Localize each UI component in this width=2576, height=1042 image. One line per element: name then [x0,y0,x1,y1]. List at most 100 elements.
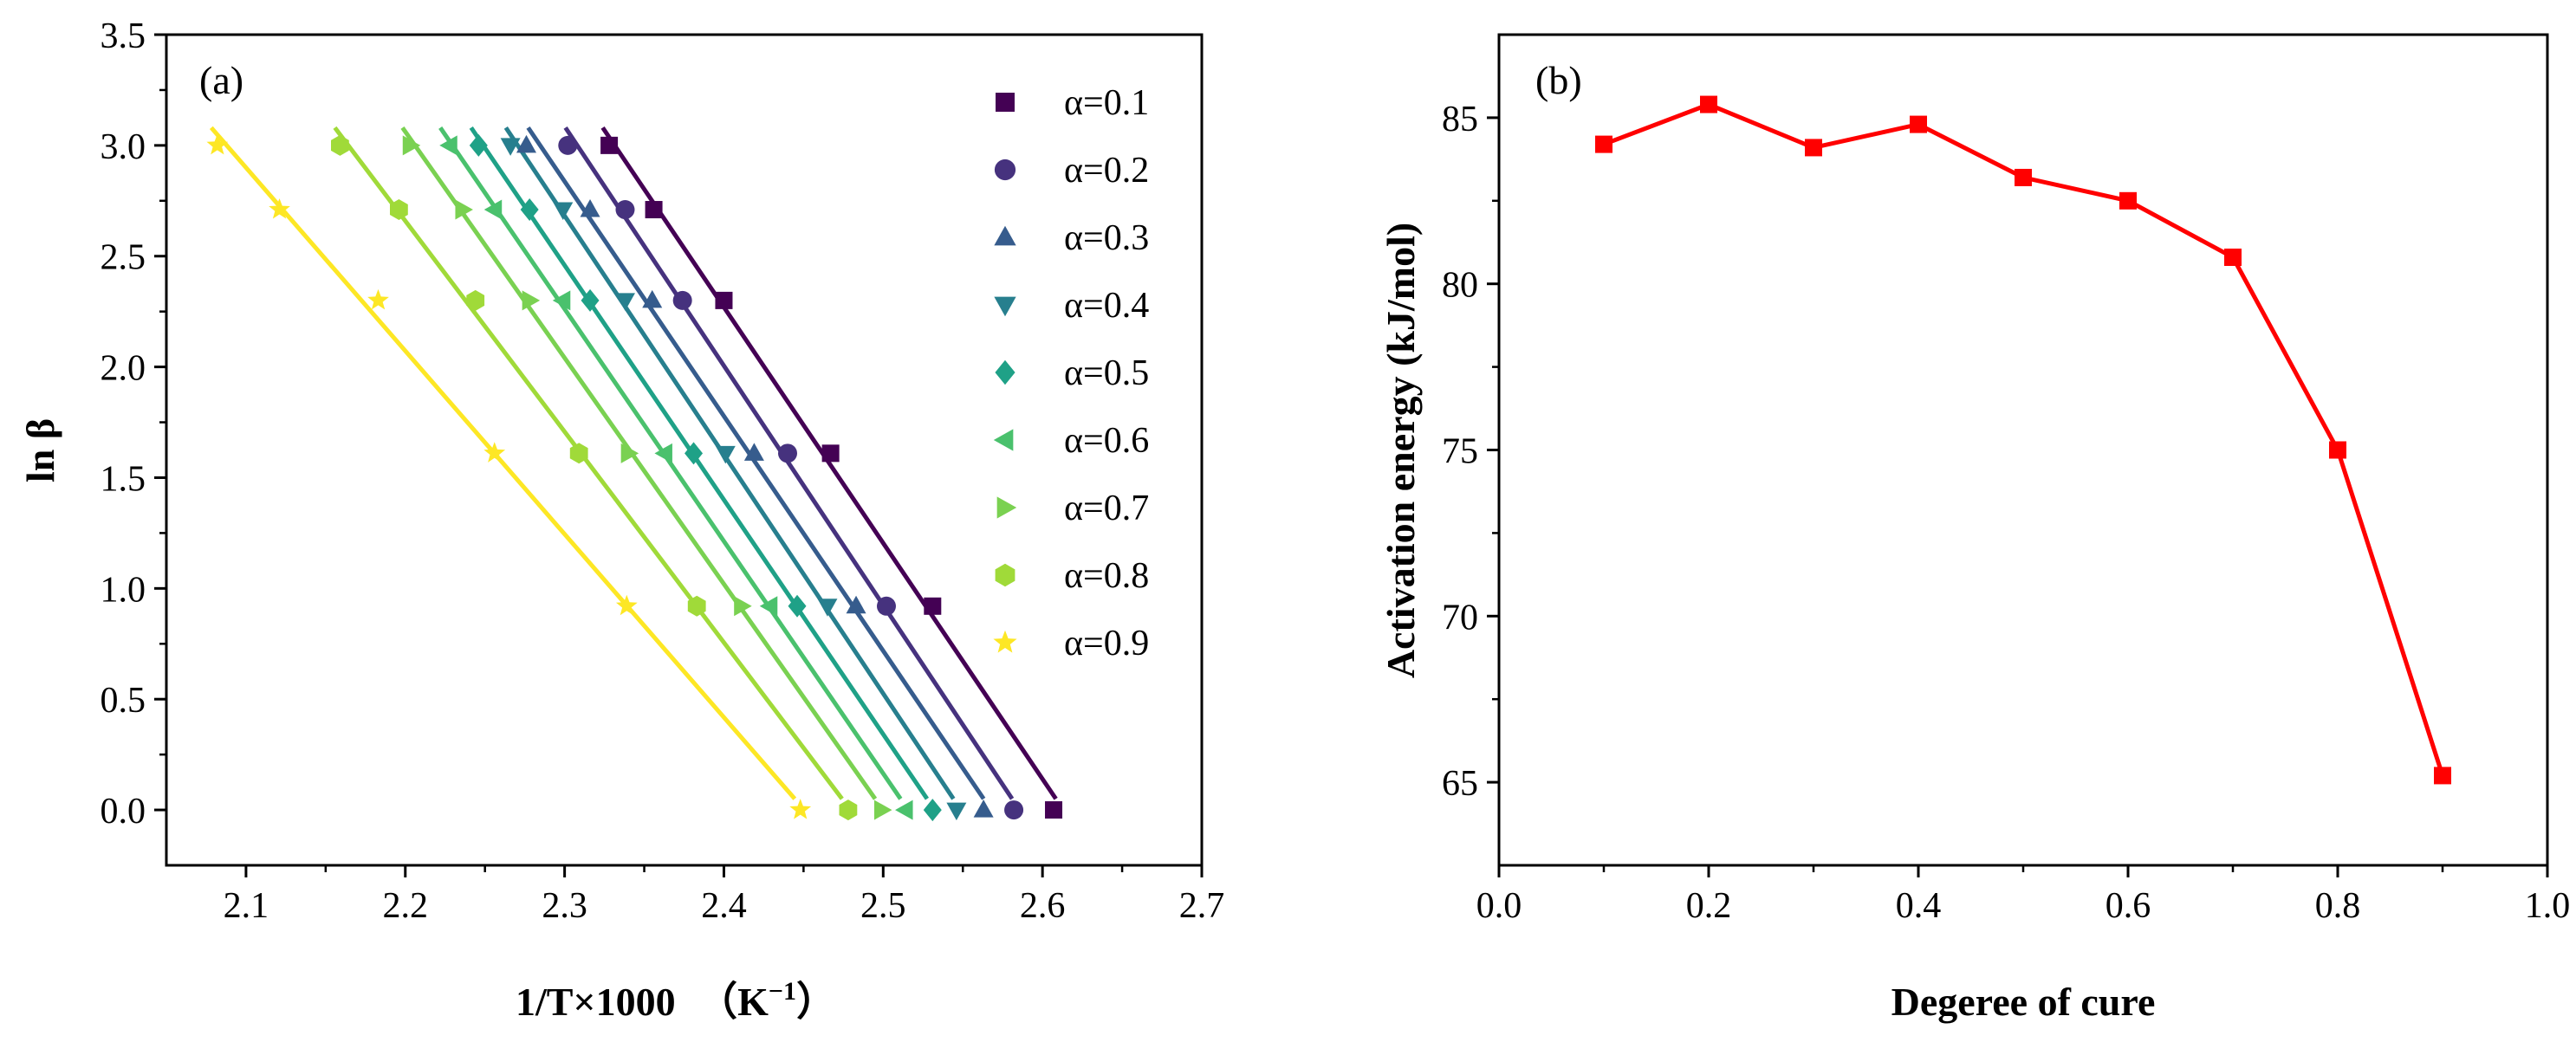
marker-0-8-1 [390,199,408,220]
fit-line-0-2 [563,126,1015,800]
panel-a-ticks: 2.1 2.2 2.3 2.4 2.5 2.6 2.7 0.0 0.5 1.0 1.5 2.0 2.5 3… [101,16,1225,926]
fit-line-0-9 [209,126,797,800]
panel-b-x-tick-label-0-4: 0.4 [1896,886,1942,926]
panel-a-x-tick-label-2-1: 2.1 [224,886,269,926]
marker-0-1-1 [645,201,663,219]
marker-0-4-1 [553,202,574,221]
marker-0-4-2 [614,293,635,311]
panel-a-x-tick-label-2-2: 2.2 [383,886,429,926]
fit-line-0-8 [333,126,844,800]
panel-b-y-tick-label-80: 80 [1442,266,1478,306]
fit-line-0-6 [438,126,903,800]
panel-a-x-tick-label-2-6: 2.6 [1020,886,1066,926]
panel-a-x-tick-label-2-3: 2.3 [542,886,587,926]
panel-b-ticks: 0.0 0.2 0.4 0.6 0.8 1.0 65 70 75 80 85 [1442,100,2570,926]
panel-a-x-axis-unit-exponent: −1 [769,977,796,1006]
fit-line-0-5 [469,126,930,800]
legend-label-0-3: α=0.3 [1064,218,1149,258]
marker-0-3-4 [846,595,866,614]
marker-0-3-2 [642,289,663,308]
panel-a-y-tick-label-1-5: 1.5 [101,459,146,499]
marker-0-4-3 [715,445,736,464]
marker-0-5-2 [581,288,600,312]
legend-marker-0-2 [994,159,1016,181]
panel-b-y-tick-label-70: 70 [1442,598,1478,637]
panel-b-series-line [1603,101,2445,777]
panel-b-point-6 [2224,249,2242,267]
panel-b-y-axis-title: Activation energy (kJ/mol) [1379,223,1423,678]
marker-0-6-2 [552,290,571,311]
panel-b-point-0 [1595,135,1612,153]
legend-marker-0-6 [993,429,1014,451]
panel-a-y-tick-label-2-5: 2.5 [101,238,146,278]
legend-marker-0-1 [996,93,1015,112]
panel-a-frame [165,33,1204,867]
panel-b-point-2 [1805,139,1822,157]
panel-a-label: (a) [199,58,243,102]
legend-marker-0-9 [993,630,1017,653]
fit-line-0-1 [600,126,1058,800]
panel-b-point-1 [1700,95,1717,113]
panel-a-y-tick-label-3-5: 3.5 [101,16,146,56]
fit-line-0-4 [503,126,956,800]
marker-0-6-4 [759,596,778,617]
panel-a-y-tick-label-1-0: 1.0 [101,570,146,610]
marker-0-1-0 [600,136,619,154]
marker-0-7-0 [402,135,421,156]
marker-0-8-0 [331,134,349,156]
marker-0-1-3 [821,444,840,463]
panel-b-point-5 [2119,191,2137,210]
marker-0-4-4 [817,599,838,617]
marker-0-1-2 [715,291,733,309]
marker-0-7-1 [455,199,473,220]
panel-b-point-3 [1910,115,1927,133]
panel-a-y-tick-label-0-0: 0.0 [101,792,146,832]
panel-a-fit-lines [209,126,1058,800]
panel-b-x-tick-label-0-0: 0.0 [1476,886,1522,926]
marker-0-9-3 [483,442,506,463]
marker-0-5-5 [923,799,942,822]
panel-a-chart: 2.1 2.2 2.3 2.4 2.5 2.6 2.7 0.0 0.5 1.0 1.5 2.0 2.5 3… [18,16,1224,1024]
legend-label-0-6: α=0.6 [1064,421,1149,461]
marker-0-1-5 [1045,801,1063,819]
panel-b-x-tick-label-0-8: 0.8 [2315,886,2361,926]
marker-0-2-1 [615,200,635,220]
legend-label-0-9: α=0.9 [1064,624,1149,663]
panel-b-label: (b) [1535,58,1582,102]
marker-0-7-2 [522,290,541,311]
marker-0-3-3 [743,443,764,461]
fit-line-0-3 [526,126,986,800]
legend-label-0-2: α=0.2 [1064,151,1149,191]
panel-a-legend: α=0.1 α=0.2 α=0.3 α=0.4 α=0.5 α=0.6 α=0.7 α=0.8… [993,83,1149,663]
marker-0-3-0 [516,134,536,153]
marker-0-8-5 [839,799,858,821]
marker-0-2-2 [672,290,692,310]
legend-marker-0-5 [995,359,1015,385]
legend-label-0-8: α=0.8 [1064,556,1149,596]
panel-a-y-tick-label-3-0: 3.0 [101,127,146,167]
marker-0-6-0 [439,135,457,156]
marker-0-7-4 [734,596,752,617]
panel-b-point-8 [2434,767,2451,785]
marker-0-2-4 [876,596,896,616]
marker-0-6-5 [895,799,913,820]
marker-0-2-0 [558,135,578,155]
marker-0-9-2 [367,288,389,310]
panel-b-frame [1497,33,2549,867]
marker-0-9-4 [616,594,638,616]
marker-0-6-1 [483,199,503,220]
panel-b-x-tick-label-0-6: 0.6 [2106,886,2151,926]
fit-line-0-7 [400,126,878,800]
panel-a-markers [206,133,1063,822]
marker-0-8-2 [466,289,485,311]
legend-label-0-4: α=0.4 [1064,286,1149,326]
marker-0-3-5 [973,799,994,818]
panel-b-y-tick-label-75: 75 [1442,432,1478,472]
legend-label-0-5: α=0.5 [1064,353,1149,393]
marker-0-9-0 [206,133,229,155]
panel-a-y-axis-title: ln β [18,418,62,482]
marker-0-8-4 [687,595,706,617]
marker-0-3-1 [580,199,600,217]
panel-a-x-tick-label-2-5: 2.5 [860,886,906,926]
